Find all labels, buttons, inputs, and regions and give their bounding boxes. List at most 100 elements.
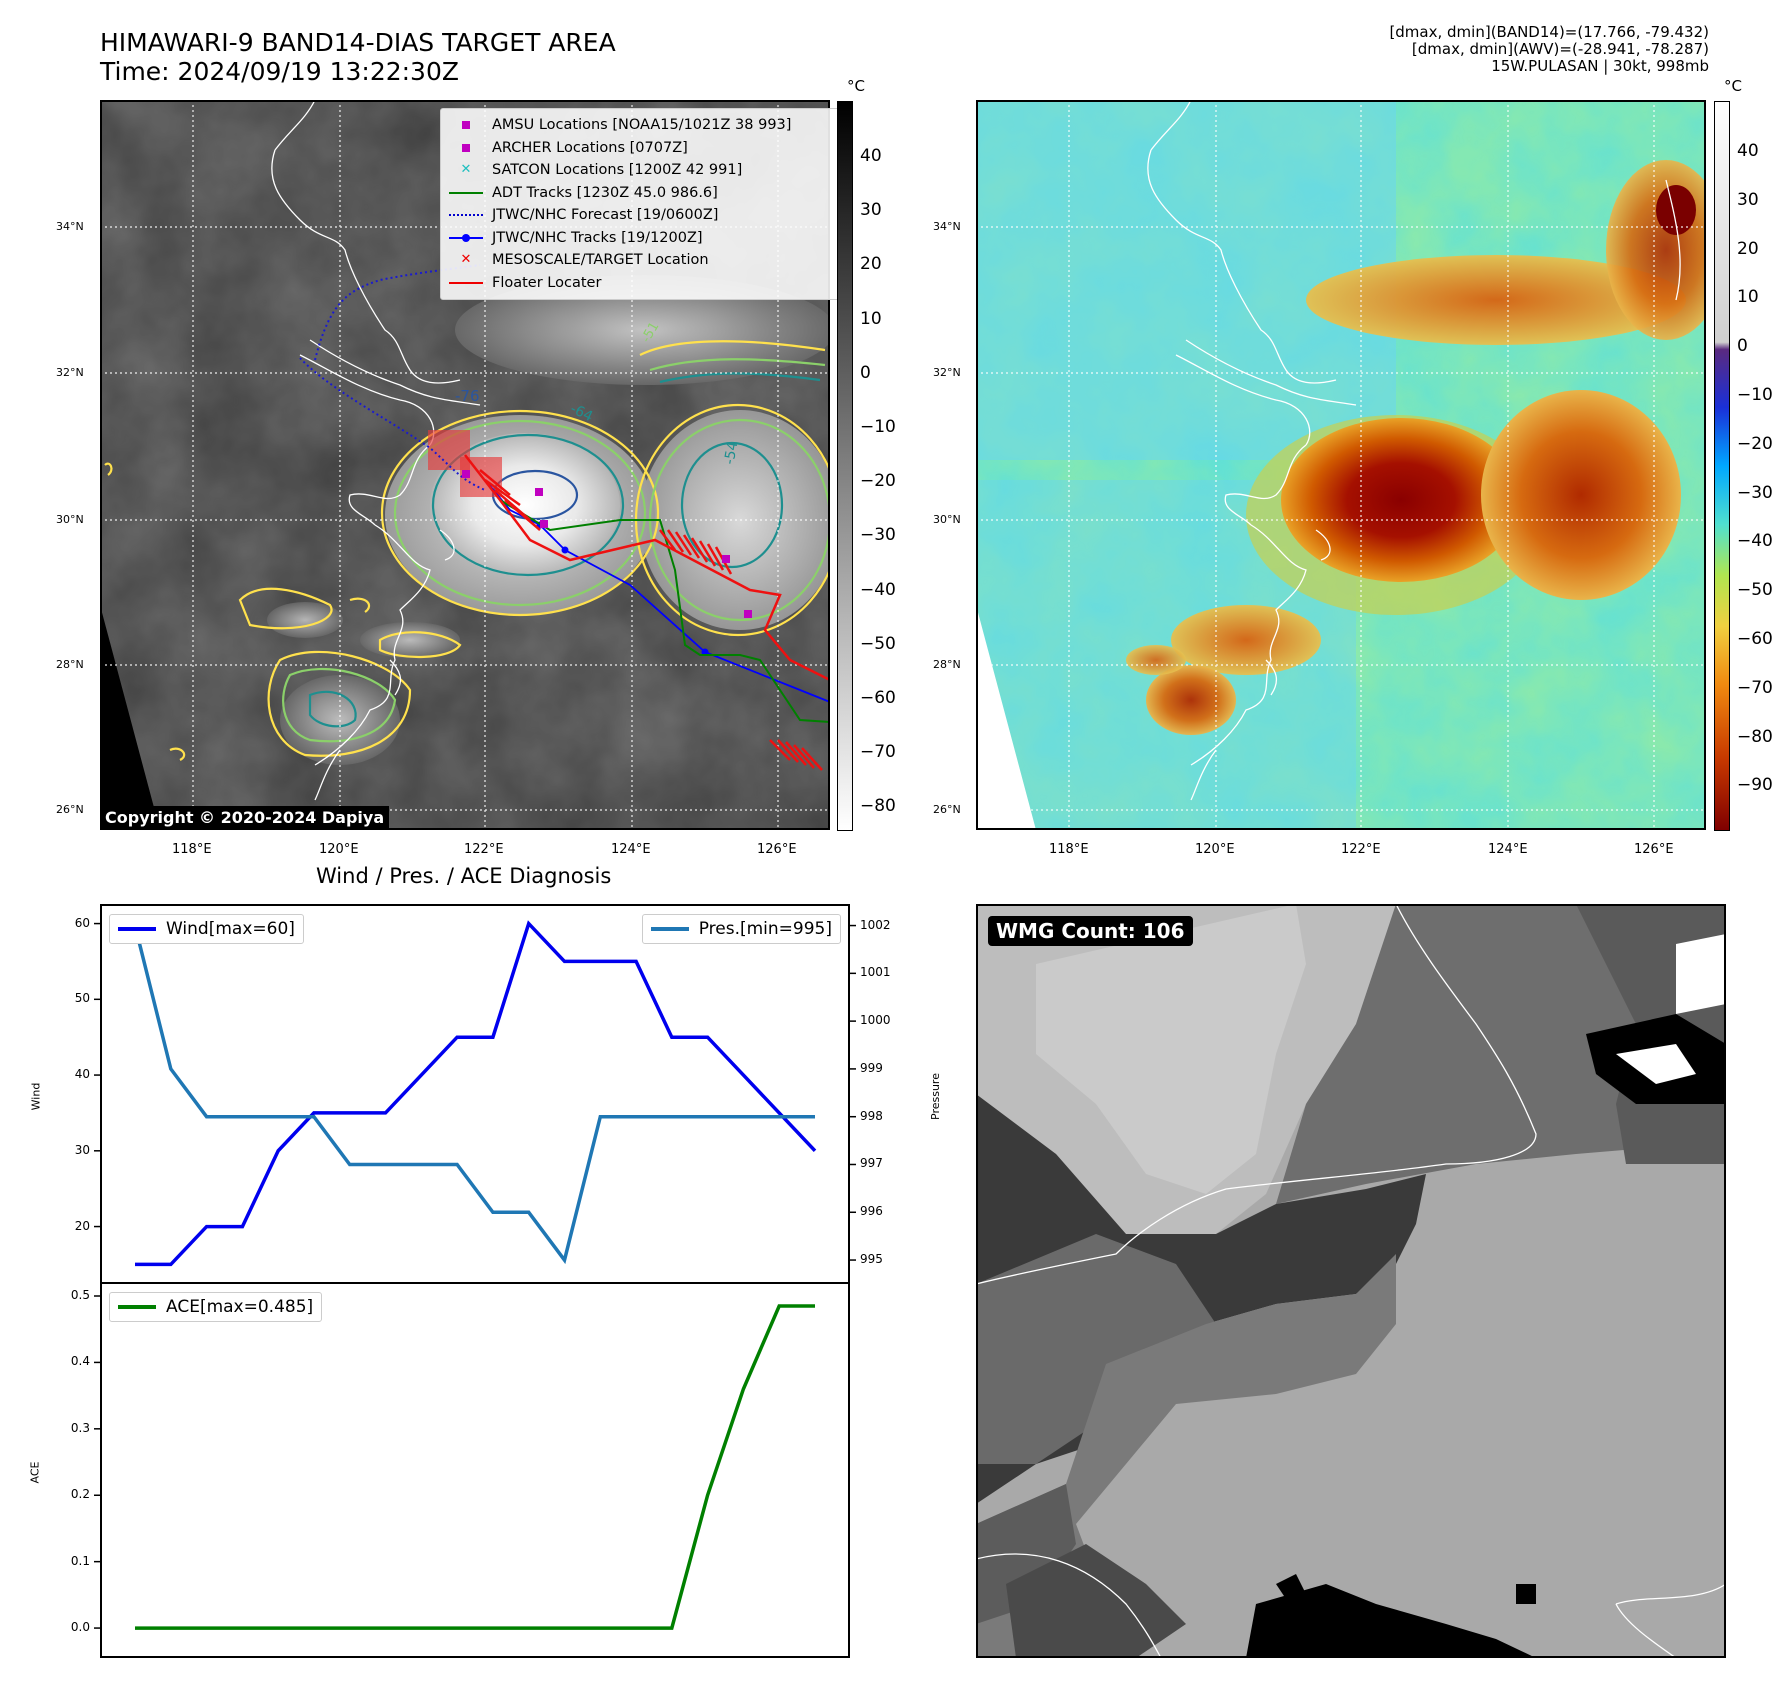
wmg-frame: [976, 904, 1726, 1658]
awv-map-graphic: [976, 100, 1706, 830]
map1-lon-118: 118°E: [172, 842, 212, 857]
map1-lat-26: 26°N: [56, 803, 84, 816]
purple-square-icon: [449, 118, 483, 132]
map1-lon-122: 122°E: [464, 842, 504, 857]
blue-line-dot-icon: [449, 231, 483, 245]
info-block: [dmax, dmin](BAND14)=(17.766, -79.432) […: [1389, 24, 1709, 75]
awv-colorbar-tick: −20: [1737, 433, 1773, 454]
wind-tick-label: 20: [74, 1218, 90, 1233]
ace-tick-label: 0.4: [70, 1354, 90, 1369]
band14-map-frame: [100, 100, 830, 830]
legend-item-satcon: ✕ SATCON Locations [1200Z 42 991]: [449, 159, 832, 182]
awv-colorbar: [1714, 101, 1730, 831]
awv-colorbar-tick: 0: [1737, 336, 1748, 357]
legend-item-jtwc: JTWC/NHC Tracks [19/1200Z]: [449, 227, 832, 250]
pressure-legend: Pres.[min=995]: [641, 914, 841, 944]
wind-tick-label: 30: [74, 1142, 90, 1157]
awv-colorbar-tick: −30: [1737, 482, 1773, 503]
awv-colorbar-tick: 40: [1737, 141, 1759, 161]
wind-tick-label: 60: [74, 915, 90, 930]
awv-colorbar-unit: °C: [1724, 77, 1742, 95]
wmg-panel: WMG Count: 106: [976, 904, 1726, 1658]
info-band14: [dmax, dmin](BAND14)=(17.766, -79.432): [1389, 23, 1709, 41]
map1-lon-126: 126°E: [757, 842, 797, 857]
band14-colorbar-tick: 40: [860, 146, 882, 166]
copyright-label: Copyright © 2020-2024 Dapiya: [100, 806, 390, 829]
map2-lat-28: 28°N: [933, 658, 961, 671]
band14-colorbar-unit: °C: [847, 77, 865, 95]
map2-lon-118: 118°E: [1049, 842, 1089, 857]
info-awv: [dmax, dmin](AWV)=(-28.941, -78.287): [1411, 40, 1709, 58]
map1-lat-30: 30°N: [56, 513, 84, 526]
band14-colorbar-tick: −30: [860, 525, 896, 546]
pressure-tick-label: 996: [860, 1204, 883, 1219]
diagnosis-chart-svg: [94, 920, 856, 1630]
band14-colorbar-tick: −20: [860, 471, 896, 492]
map2-lon-124: 124°E: [1488, 842, 1528, 857]
blue-line-icon: [118, 927, 156, 931]
awv-map: [976, 100, 1706, 830]
wmg-graphic: [976, 904, 1726, 1658]
pressure-axis-label: Pressure: [928, 1073, 942, 1120]
awv-colorbar-tick: −40: [1737, 531, 1773, 552]
legend-item-forecast: JTWC/NHC Forecast [19/0600Z]: [449, 204, 832, 227]
legend-item-adt: ADT Tracks [1230Z 45.0 986.6]: [449, 182, 832, 205]
map1-lat-28: 28°N: [56, 658, 84, 671]
map1-lat-32: 32°N: [56, 366, 84, 379]
pressure-tick-label: 1000: [860, 1013, 891, 1028]
awv-colorbar-tick: −50: [1737, 580, 1773, 601]
wind-tick-label: 40: [74, 1067, 90, 1082]
green-line-icon: [449, 186, 483, 200]
map2-lat-32: 32°N: [933, 366, 961, 379]
map2-lat-26: 26°N: [933, 803, 961, 816]
band14-colorbar-tick: 0: [860, 362, 871, 383]
awv-colorbar-tick: −90: [1737, 775, 1773, 796]
wind-legend: Wind[max=60]: [109, 914, 304, 944]
diagnosis-chart: Wind[max=60] Pres.[min=995] ACE[max=0.48…: [94, 904, 856, 1658]
map2-lon-122: 122°E: [1341, 842, 1381, 857]
ace-series-line: [135, 1304, 815, 1630]
ace-tick-label: 0.0: [70, 1620, 90, 1635]
awv-colorbar-tick: −70: [1737, 677, 1773, 698]
awv-colorbar-tick: −60: [1737, 629, 1773, 649]
pressure-tick-label: 995: [860, 1252, 883, 1267]
ace-legend: ACE[max=0.485]: [109, 1292, 323, 1322]
info-storm: 15W.PULASAN | 30kt, 998mb: [1491, 57, 1709, 75]
main-time: Time: 2024/09/19 13:22:30Z: [100, 57, 459, 86]
band14-colorbar-tick: −40: [860, 579, 896, 600]
green-line-icon: [118, 1305, 156, 1309]
main-title: HIMAWARI-9 BAND14-DIAS TARGET AREA: [100, 28, 616, 57]
awv-colorbar-tick: 30: [1737, 189, 1759, 210]
red-x-icon: ✕: [460, 252, 472, 268]
map1-lat-34: 34°N: [56, 220, 84, 233]
awv-map-frame: [976, 100, 1706, 830]
band14-colorbar: [837, 101, 853, 831]
blue-dotted-line-icon: [449, 208, 483, 222]
band14-colorbar-tick: 10: [860, 308, 882, 329]
band14-colorbar-tick: −70: [860, 742, 896, 763]
legend-item-target: ✕ MESOSCALE/TARGET Location: [449, 249, 832, 272]
pressure-tick-label: 998: [860, 1108, 883, 1123]
band14-colorbar-tick: 20: [860, 254, 882, 275]
awv-colorbar-tick: 10: [1737, 287, 1759, 308]
legend-item-floater: Floater Locater: [449, 272, 832, 295]
wind-tick-label: 50: [74, 991, 90, 1006]
pressure-tick-label: 997: [860, 1156, 883, 1171]
map1-lon-124: 124°E: [611, 842, 651, 857]
contour-label-76: -76: [455, 387, 480, 405]
purple-square-icon: [449, 141, 483, 155]
awv-colorbar-tick: −10: [1737, 385, 1773, 405]
steelblue-line-icon: [650, 927, 689, 931]
map2-lat-30: 30°N: [933, 513, 961, 526]
band14-colorbar-tick: −60: [860, 688, 896, 708]
pressure-tick-label: 1001: [860, 965, 891, 980]
awv-colorbar-tick: 20: [1737, 238, 1759, 259]
wmg-count-badge: WMG Count: 106: [988, 916, 1193, 946]
ace-tick-label: 0.1: [70, 1553, 90, 1568]
pressure-series-line: [133, 925, 815, 1265]
awv-colorbar-tick: −80: [1737, 726, 1773, 747]
pressure-tick-label: 999: [860, 1060, 883, 1075]
map2-lat-34: 34°N: [933, 220, 961, 233]
ace-axis-label: ACE: [28, 1461, 42, 1484]
legend-item-archer: ARCHER Locations [0707Z]: [449, 137, 832, 160]
